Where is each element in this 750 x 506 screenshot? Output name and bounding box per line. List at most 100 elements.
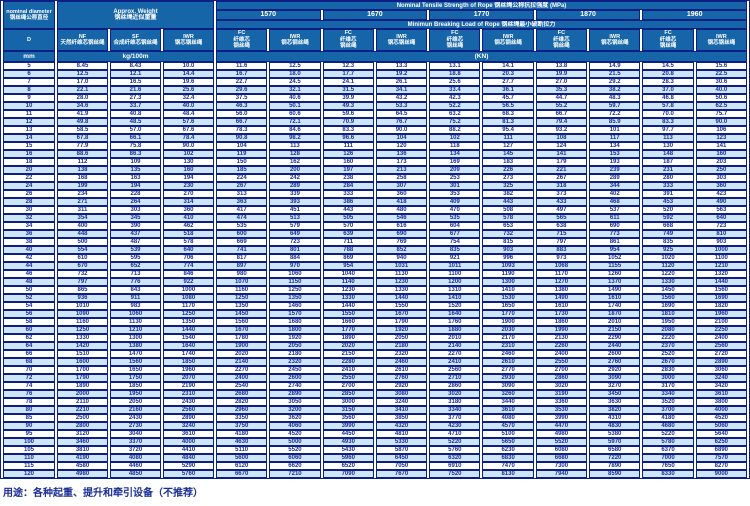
- table-row: 12 49.8 48.5 57.6 66.7 72.1 70.9 76.7 75.2 81.3 79…: [3, 118, 747, 126]
- value-cell: 27.0: [535, 78, 588, 86]
- value-cell: 179: [535, 158, 588, 166]
- value-cell: 1570: [269, 310, 321, 318]
- value-cell: 6230: [482, 446, 534, 454]
- value-cell: 409: [429, 198, 481, 206]
- value-cell: 595: [110, 254, 161, 262]
- value-cell: 102: [163, 150, 214, 158]
- value-cell: 546: [375, 214, 428, 222]
- value-cell: 84.6: [269, 126, 321, 134]
- value-cell: 1640: [429, 310, 481, 318]
- value-cell: 690: [375, 230, 428, 238]
- value-cell: 4840: [163, 454, 214, 462]
- value-cell: 27.7: [482, 78, 534, 86]
- value-cell: 98.2: [269, 134, 321, 142]
- value-cell: 2730: [110, 422, 161, 430]
- value-cell: 86.3: [110, 150, 161, 158]
- value-cell: 44.7: [535, 94, 588, 102]
- value-cell: 3820: [589, 406, 641, 414]
- value-cell: 1270: [535, 278, 588, 286]
- value-cell: 2310: [482, 342, 534, 350]
- value-cell: 936: [57, 294, 108, 302]
- value-cell: 2500: [57, 414, 108, 422]
- value-cell: 453: [642, 198, 694, 206]
- value-cell: 1900: [216, 342, 268, 350]
- diameter-cell: 44: [3, 262, 55, 270]
- value-cell: 570: [322, 222, 374, 230]
- value-cell: 6370: [642, 446, 694, 454]
- table-row: 7 17.0 16.5 19.6 22.7 24.5 24.1 26.1 25.6 27.7 27.…: [3, 78, 747, 86]
- value-cell: 344: [589, 182, 641, 190]
- value-cell: 59.6: [322, 110, 374, 118]
- value-cell: 18.0: [269, 70, 321, 78]
- value-cell: 289: [269, 182, 321, 190]
- value-cell: 90.0: [695, 118, 747, 126]
- value-cell: 1155: [589, 262, 641, 270]
- value-cell: 1330: [375, 286, 428, 294]
- value-cell: 579: [269, 222, 321, 230]
- usage-note: 用途：各种起重、提升和牵引设备（不推荐）: [3, 488, 203, 499]
- value-cell: 2760: [375, 374, 428, 382]
- value-cell: 437: [110, 230, 161, 238]
- value-cell: 88.6: [57, 150, 108, 158]
- value-cell: 66.7: [216, 118, 268, 126]
- value-cell: 1900: [482, 318, 534, 326]
- value-cell: 1000: [695, 246, 747, 254]
- value-cell: 980: [216, 270, 268, 278]
- table-row: 78 2110 2050 2430 2820 3050 3000 3240 3180 3440 33…: [3, 398, 747, 406]
- header-line: 钢丝绳: [553, 43, 570, 50]
- value-cell: 810: [695, 230, 747, 238]
- value-cell: 690: [589, 222, 641, 230]
- value-cell: 194: [163, 174, 214, 182]
- value-cell: 711: [322, 238, 374, 246]
- value-cell: 34.6: [57, 102, 108, 110]
- value-cell: 57.8: [642, 102, 694, 110]
- value-cell: 104: [216, 142, 268, 150]
- value-cell: 38.2: [589, 86, 641, 94]
- diameter-cell: 9: [3, 94, 55, 102]
- value-cell: 578: [163, 238, 214, 246]
- sf-column-header: SF 合成纤维芯钢丝绳: [110, 29, 161, 51]
- table-row: 22 168 163 194 224 242 238 258 253 273 267 289 280 30…: [3, 174, 747, 182]
- value-cell: 1330: [322, 294, 374, 302]
- value-cell: 4520: [269, 430, 321, 438]
- value-cell: 505: [322, 214, 374, 222]
- value-cell: 66.7: [535, 110, 588, 118]
- value-cell: 79.4: [535, 118, 588, 126]
- value-cell: 5100: [482, 430, 534, 438]
- fc-column-header: FC 纤维芯 钢丝绳: [535, 29, 588, 51]
- value-cell: 27.3: [110, 94, 161, 102]
- value-cell: 3200: [269, 406, 321, 414]
- nominal-diameter-en: nominal diameter: [6, 8, 52, 15]
- table-header: nominal diameter 钢丝绳公称直径 Approx. Weight …: [3, 1, 747, 62]
- value-cell: 2920: [589, 366, 641, 374]
- value-cell: 160: [695, 150, 747, 158]
- value-cell: 7650: [642, 462, 694, 470]
- value-cell: 13.1: [429, 62, 481, 70]
- diameter-cell: 28: [3, 198, 55, 206]
- value-cell: 1250: [163, 310, 214, 318]
- value-cell: 49.8: [57, 118, 108, 126]
- nf-code: NF: [78, 33, 87, 40]
- value-cell: 333: [642, 182, 694, 190]
- value-cell: 1160: [57, 318, 108, 326]
- value-cell: 865: [57, 286, 108, 294]
- value-cell: 7890: [589, 462, 641, 470]
- value-cell: 2890: [163, 414, 214, 422]
- value-cell: 883: [535, 246, 588, 254]
- table-row: 26 234 228 270 313 339 333 360 353 382 373 402 391 42…: [3, 190, 747, 198]
- value-cell: 1100: [695, 254, 747, 262]
- value-cell: 487: [110, 238, 161, 246]
- fc-column-header: FC 纤维芯 钢丝绳: [216, 29, 268, 51]
- header-line: 纤维芯: [553, 36, 570, 43]
- value-cell: 16.5: [110, 78, 161, 86]
- rope-table-body: 5 8.45 8.43 10.0 11.6 12.5 12.3 13.3 13.1 14.1 13.…: [3, 62, 747, 478]
- value-cell: 1530: [482, 294, 534, 302]
- value-cell: 2430: [110, 414, 161, 422]
- value-cell: 4680: [642, 422, 694, 430]
- diameter-cell: 64: [3, 342, 55, 350]
- value-cell: 4580: [57, 462, 108, 470]
- value-cell: 1650: [482, 302, 534, 310]
- table-row: 115 4580 4460 5290 6120 6620 6520 7050 6910 7470 7…: [3, 462, 747, 470]
- value-cell: 3990: [535, 414, 588, 422]
- value-cell: 1790: [375, 318, 428, 326]
